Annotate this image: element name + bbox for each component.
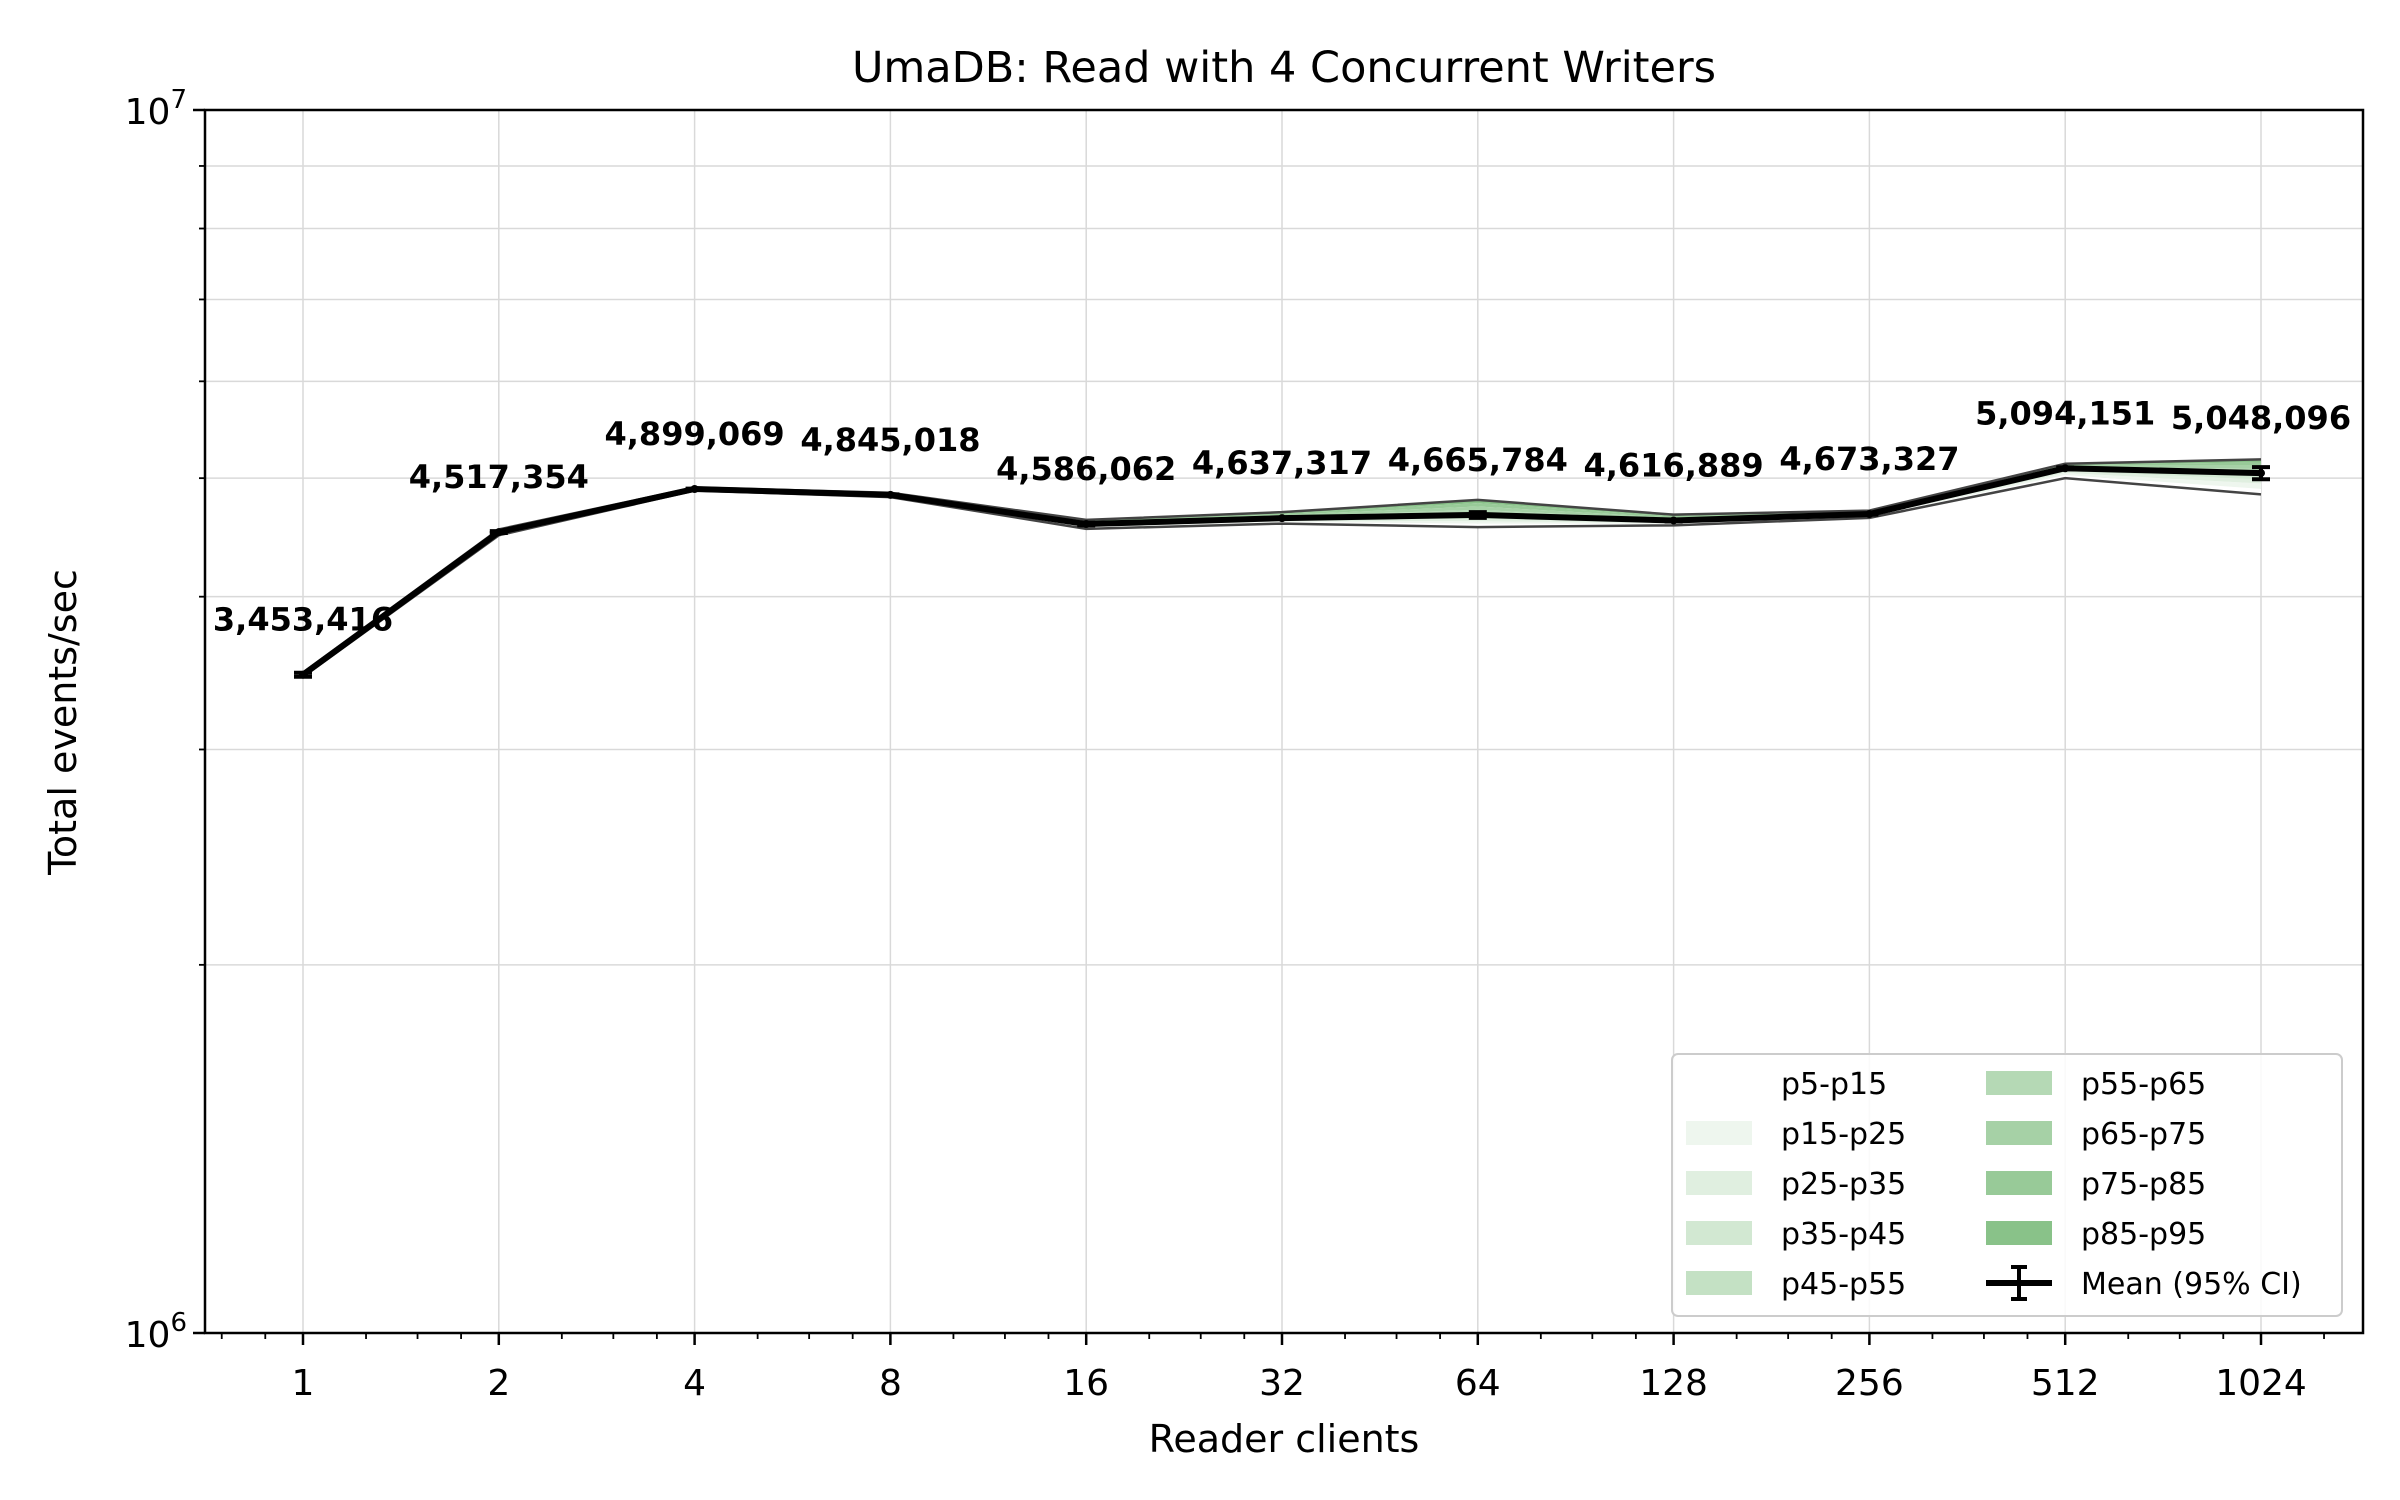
data-label: 5,094,151 — [1975, 394, 2155, 432]
legend-item: p35-p45 — [1686, 1217, 1906, 1252]
legend-item: p65-p75 — [1986, 1117, 2206, 1152]
data-label: 4,637,317 — [1192, 444, 1372, 482]
legend-item: p55-p65 — [1986, 1067, 2206, 1102]
x-tick-label: 1 — [292, 1363, 315, 1404]
data-point — [2061, 464, 2070, 473]
legend-label: p55-p65 — [2081, 1067, 2206, 1102]
legend-item: p85-p95 — [1986, 1217, 2206, 1252]
y-tick-label: 107 — [125, 85, 187, 133]
data-label: 4,673,327 — [1779, 440, 1959, 478]
axis-ticks: 1 2 4 8 16 32 64 128 256 512 1024 106 107 — [125, 85, 2325, 1404]
chart-title: UmaDB: Read with 4 Concurrent Writers — [852, 43, 1716, 93]
data-label: 4,845,018 — [800, 421, 980, 459]
x-tick-label: 4 — [683, 1363, 706, 1404]
legend-swatch — [1686, 1171, 1752, 1195]
legend-swatch — [1686, 1221, 1752, 1245]
ci-errorbar — [489, 528, 508, 537]
legend-label: p5-p15 — [1781, 1067, 1887, 1102]
y-tick-label: 106 — [125, 1308, 187, 1356]
data-point — [886, 490, 895, 499]
ci-errorbar — [1077, 520, 1096, 529]
data-label: 4,899,069 — [605, 415, 785, 453]
legend-swatch — [1686, 1071, 1752, 1095]
legend: p5-p15 p15-p25 p25-p35 p35-p45 p45-p55 p55-p6… — [1671, 1053, 2343, 1317]
x-tick-label: 64 — [1455, 1363, 1501, 1404]
data-label: 3,453,416 — [213, 601, 393, 639]
ci-errorbar — [1273, 514, 1291, 523]
legend-item-mean: Mean (95% CI) — [1986, 1265, 2302, 1302]
ci-errorbar — [294, 670, 312, 679]
legend-swatch — [1986, 1221, 2052, 1245]
x-tick-label: 256 — [1835, 1363, 1904, 1404]
data-point — [299, 670, 307, 679]
mean-series — [294, 464, 2270, 679]
x-tick-label: 1024 — [2215, 1363, 2307, 1404]
ci-errorbar — [2252, 465, 2270, 482]
data-point — [1082, 520, 1091, 529]
data-point — [1865, 510, 1874, 519]
x-tick-label: 128 — [1639, 1363, 1708, 1404]
ci-errorbar — [1468, 510, 1487, 520]
x-tick-label: 8 — [879, 1363, 902, 1404]
data-label: 4,665,784 — [1388, 441, 1568, 479]
ci-errorbar — [685, 484, 704, 493]
x-tick-label: 16 — [1063, 1363, 1109, 1404]
legend-label: p85-p95 — [2081, 1217, 2206, 1252]
legend-item: p75-p85 — [1986, 1167, 2206, 1202]
data-labels: 3,453,416 4,517,354 4,899,069 4,845,018 4,58… — [213, 394, 2351, 638]
data-point — [1669, 516, 1678, 525]
ci-errorbar — [881, 490, 900, 499]
legend-swatch — [1686, 1271, 1752, 1295]
plot-frame — [203, 108, 2365, 1335]
y-axis-label: Total events/sec — [41, 569, 85, 876]
legend-item: p45-p55 — [1686, 1267, 1906, 1302]
x-axis-label: Reader clients — [1149, 1417, 1420, 1461]
ci-errorbar — [1664, 516, 1683, 525]
data-point — [1473, 510, 1482, 519]
legend-swatch — [1986, 1171, 2052, 1195]
x-tick-label: 2 — [487, 1363, 510, 1404]
legend-label: p65-p75 — [2081, 1117, 2206, 1152]
x-tick-label: 32 — [1259, 1363, 1305, 1404]
legend-label: p35-p45 — [1781, 1217, 1906, 1252]
ci-errorbar — [2056, 464, 2075, 473]
data-point — [494, 528, 503, 537]
legend-item: p5-p15 — [1686, 1067, 1887, 1102]
legend-item: p25-p35 — [1686, 1167, 1906, 1202]
data-label: 4,586,062 — [996, 450, 1176, 488]
data-point — [1278, 514, 1286, 523]
legend-swatch — [1686, 1121, 1752, 1145]
legend-swatch — [1986, 1071, 2052, 1095]
data-label: 5,048,096 — [2171, 399, 2351, 437]
data-label: 4,616,889 — [1584, 447, 1764, 485]
legend-swatch — [1986, 1121, 2052, 1145]
x-tick-label: 512 — [2031, 1363, 2100, 1404]
legend-item: p15-p25 — [1686, 1117, 1906, 1152]
ci-errorbar — [1860, 510, 1879, 519]
legend-label: Mean (95% CI) — [2081, 1267, 2302, 1302]
legend-label: p25-p35 — [1781, 1167, 1906, 1202]
legend-label: p45-p55 — [1781, 1267, 1906, 1302]
data-point — [2257, 469, 2265, 478]
data-label: 4,517,354 — [409, 458, 589, 496]
data-point — [690, 484, 699, 493]
legend-label: p75-p85 — [2081, 1167, 2206, 1202]
legend-label: p15-p25 — [1781, 1117, 1906, 1152]
